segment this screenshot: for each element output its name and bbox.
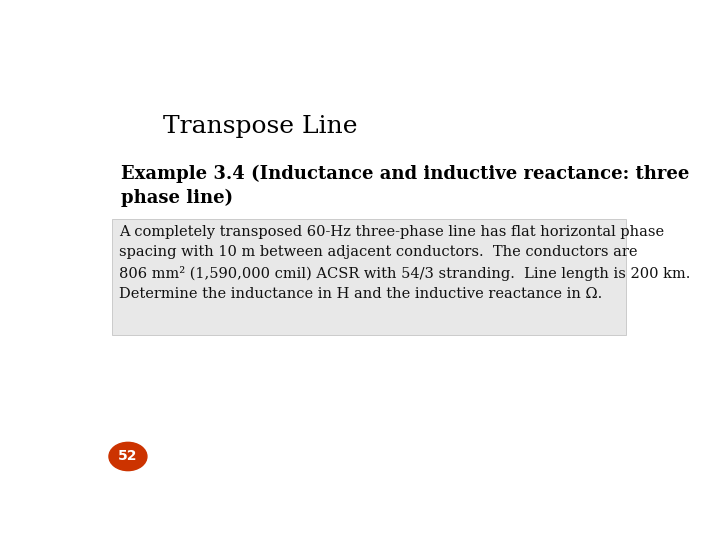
FancyBboxPatch shape [112,219,626,335]
Circle shape [109,442,147,471]
Text: 52: 52 [118,449,138,463]
Text: A completely transposed 60-Hz three-phase line has flat horizontal phase
spacing: A completely transposed 60-Hz three-phas… [119,225,690,301]
Text: Example 3.4 (Inductance and inductive reactance: three
phase line): Example 3.4 (Inductance and inductive re… [121,165,689,207]
FancyBboxPatch shape [84,60,654,485]
Text: Transpose Line: Transpose Line [163,114,357,138]
